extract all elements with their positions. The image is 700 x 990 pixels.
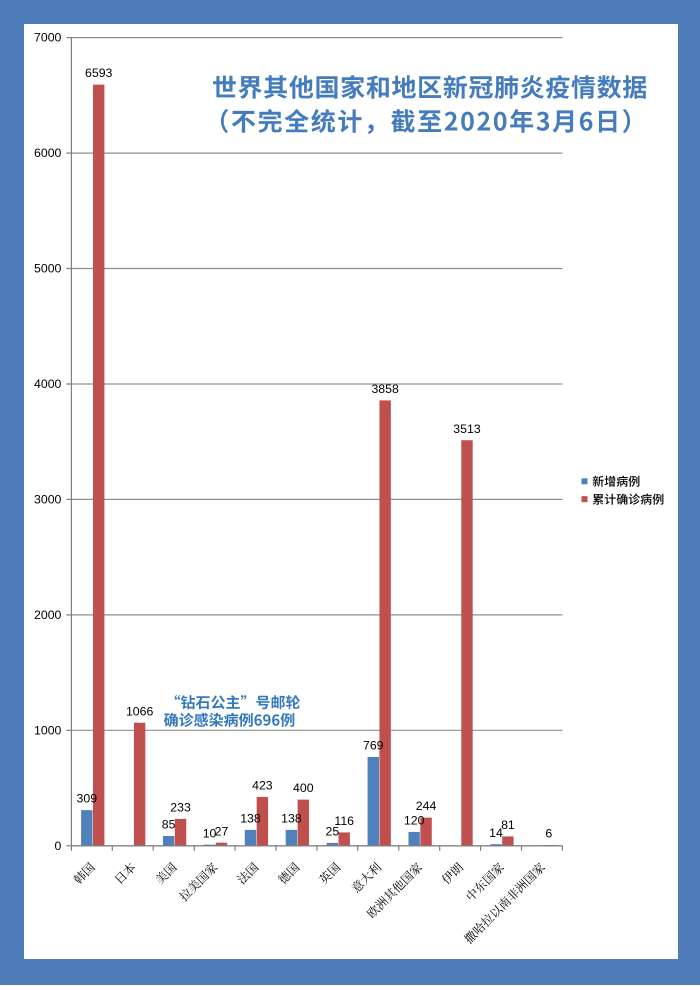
svg-text:6000: 6000 bbox=[34, 146, 62, 160]
svg-text:85: 85 bbox=[162, 818, 176, 832]
svg-text:6593: 6593 bbox=[85, 66, 113, 80]
svg-text:233: 233 bbox=[170, 801, 191, 815]
svg-text:138: 138 bbox=[240, 811, 261, 825]
svg-text:5000: 5000 bbox=[34, 262, 62, 276]
svg-text:120: 120 bbox=[404, 814, 425, 828]
svg-text:0: 0 bbox=[55, 839, 62, 853]
svg-text:14: 14 bbox=[489, 826, 503, 840]
svg-text:6: 6 bbox=[545, 827, 552, 841]
svg-text:423: 423 bbox=[252, 779, 273, 793]
svg-text:81: 81 bbox=[501, 818, 515, 832]
svg-text:25: 25 bbox=[325, 825, 339, 839]
svg-text:769: 769 bbox=[363, 739, 384, 753]
svg-text:7000: 7000 bbox=[34, 31, 62, 45]
svg-text:1066: 1066 bbox=[126, 704, 154, 718]
svg-text:27: 27 bbox=[215, 824, 229, 838]
svg-text:309: 309 bbox=[77, 792, 98, 806]
svg-text:3513: 3513 bbox=[453, 422, 481, 436]
svg-text:4000: 4000 bbox=[34, 377, 62, 391]
svg-text:244: 244 bbox=[416, 799, 437, 813]
svg-text:1000: 1000 bbox=[34, 723, 62, 737]
svg-text:3000: 3000 bbox=[34, 492, 62, 506]
svg-text:2000: 2000 bbox=[34, 608, 62, 622]
svg-text:10: 10 bbox=[203, 826, 217, 840]
svg-text:116: 116 bbox=[334, 814, 354, 828]
svg-text:138: 138 bbox=[281, 811, 302, 825]
svg-text:400: 400 bbox=[293, 781, 314, 795]
svg-text:3858: 3858 bbox=[371, 382, 399, 396]
